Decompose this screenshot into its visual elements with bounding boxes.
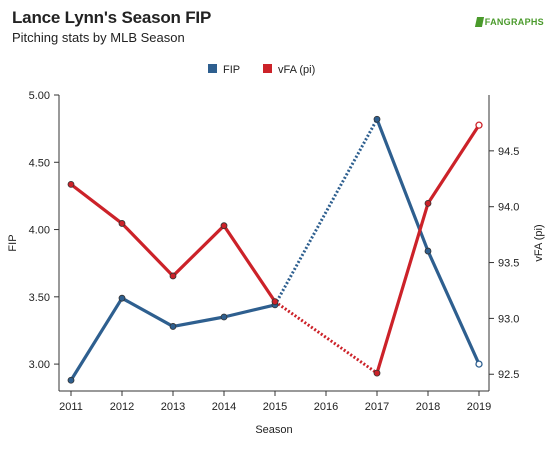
y-tick-label-right: 94.5	[498, 146, 519, 158]
series-segment-vfa-pi	[222, 224, 277, 304]
y-axis-title-left: FIP	[7, 234, 19, 251]
x-tick-label: 2019	[467, 401, 491, 413]
y-tick-label-left: 4.00	[29, 225, 50, 237]
series-segment-vfa-pi	[426, 123, 481, 205]
y-tick-label-right: 93.5	[498, 258, 519, 270]
tick-labels: 2011 2012 2013 2014 2015 2016 2017 2018 2019 3.00…	[29, 90, 520, 413]
y-tick-label-right: 94.0	[498, 202, 519, 214]
legend-swatch-vfa	[263, 64, 272, 73]
series-segment-vfa-pi	[375, 201, 430, 375]
data-point-vfa-pi[interactable]	[271, 298, 279, 306]
legend: FIP vFA (pi)	[208, 64, 315, 76]
data-point-vfa-pi[interactable]	[424, 199, 432, 207]
data-point-vfa-pi[interactable]	[373, 369, 381, 377]
chart-subtitle: Pitching stats by MLB Season	[12, 30, 185, 45]
series-segment-fip	[222, 303, 277, 319]
x-tick-label: 2015	[263, 401, 287, 413]
x-tick-label: 2018	[416, 401, 440, 413]
data-point-fip[interactable]	[118, 294, 126, 302]
data-point-vfa-pi[interactable]	[220, 222, 228, 230]
y-tick-label-left: 3.50	[29, 292, 50, 304]
series-segment-vfa-pi	[69, 182, 124, 226]
data-point-vfa-pi[interactable]	[169, 272, 177, 280]
series-lines	[69, 117, 481, 382]
legend-swatch-fip	[208, 64, 217, 73]
y-tick-label-left: 5.00	[29, 90, 50, 102]
y-axis-title-right: vFA (pi)	[533, 224, 545, 261]
y-tick-label-right: 92.5	[498, 369, 519, 381]
data-point-fip[interactable]	[67, 376, 75, 384]
legend-label-vfa: vFA (pi)	[278, 64, 315, 76]
y-tick-label-right: 93.0	[498, 313, 519, 325]
x-tick-label: 2011	[59, 401, 83, 413]
fangraphs-logo-text: FANGRAPHS	[484, 17, 544, 27]
legend-label-fip: FIP	[223, 64, 240, 76]
data-point-fip[interactable]	[220, 313, 228, 321]
y-tick-label-left: 3.00	[29, 359, 50, 371]
series-segment-fip	[120, 296, 175, 329]
x-axis-title: Season	[255, 424, 292, 436]
data-point-fip[interactable]	[475, 360, 483, 368]
y-tick-label-left: 4.50	[29, 157, 50, 169]
series-points	[67, 115, 483, 384]
x-tick-label: 2016	[314, 401, 338, 413]
data-point-vfa-pi[interactable]	[475, 121, 483, 129]
x-tick-label: 2014	[212, 401, 236, 413]
data-point-vfa-pi[interactable]	[67, 180, 75, 188]
x-tick-label: 2017	[365, 401, 389, 413]
x-tick-label: 2012	[110, 401, 134, 413]
series-segment-fip	[171, 315, 226, 329]
x-tick-label: 2013	[161, 401, 185, 413]
series-segment-vfa-pi	[171, 224, 226, 278]
series-segment-fip	[426, 249, 481, 366]
chart-title: Lance Lynn's Season FIP	[12, 8, 212, 27]
fangraphs-logo[interactable]: FANGRAPHS	[474, 17, 544, 27]
series-segment-vfa-pi	[120, 221, 175, 278]
series-segment-fip	[273, 118, 379, 306]
series-segment-fip	[69, 296, 124, 382]
data-point-vfa-pi[interactable]	[118, 220, 126, 227]
data-point-fip[interactable]	[169, 323, 177, 330]
data-point-fip[interactable]	[373, 115, 381, 123]
data-point-fip[interactable]	[424, 247, 432, 255]
series-segment-vfa-pi	[274, 300, 378, 375]
